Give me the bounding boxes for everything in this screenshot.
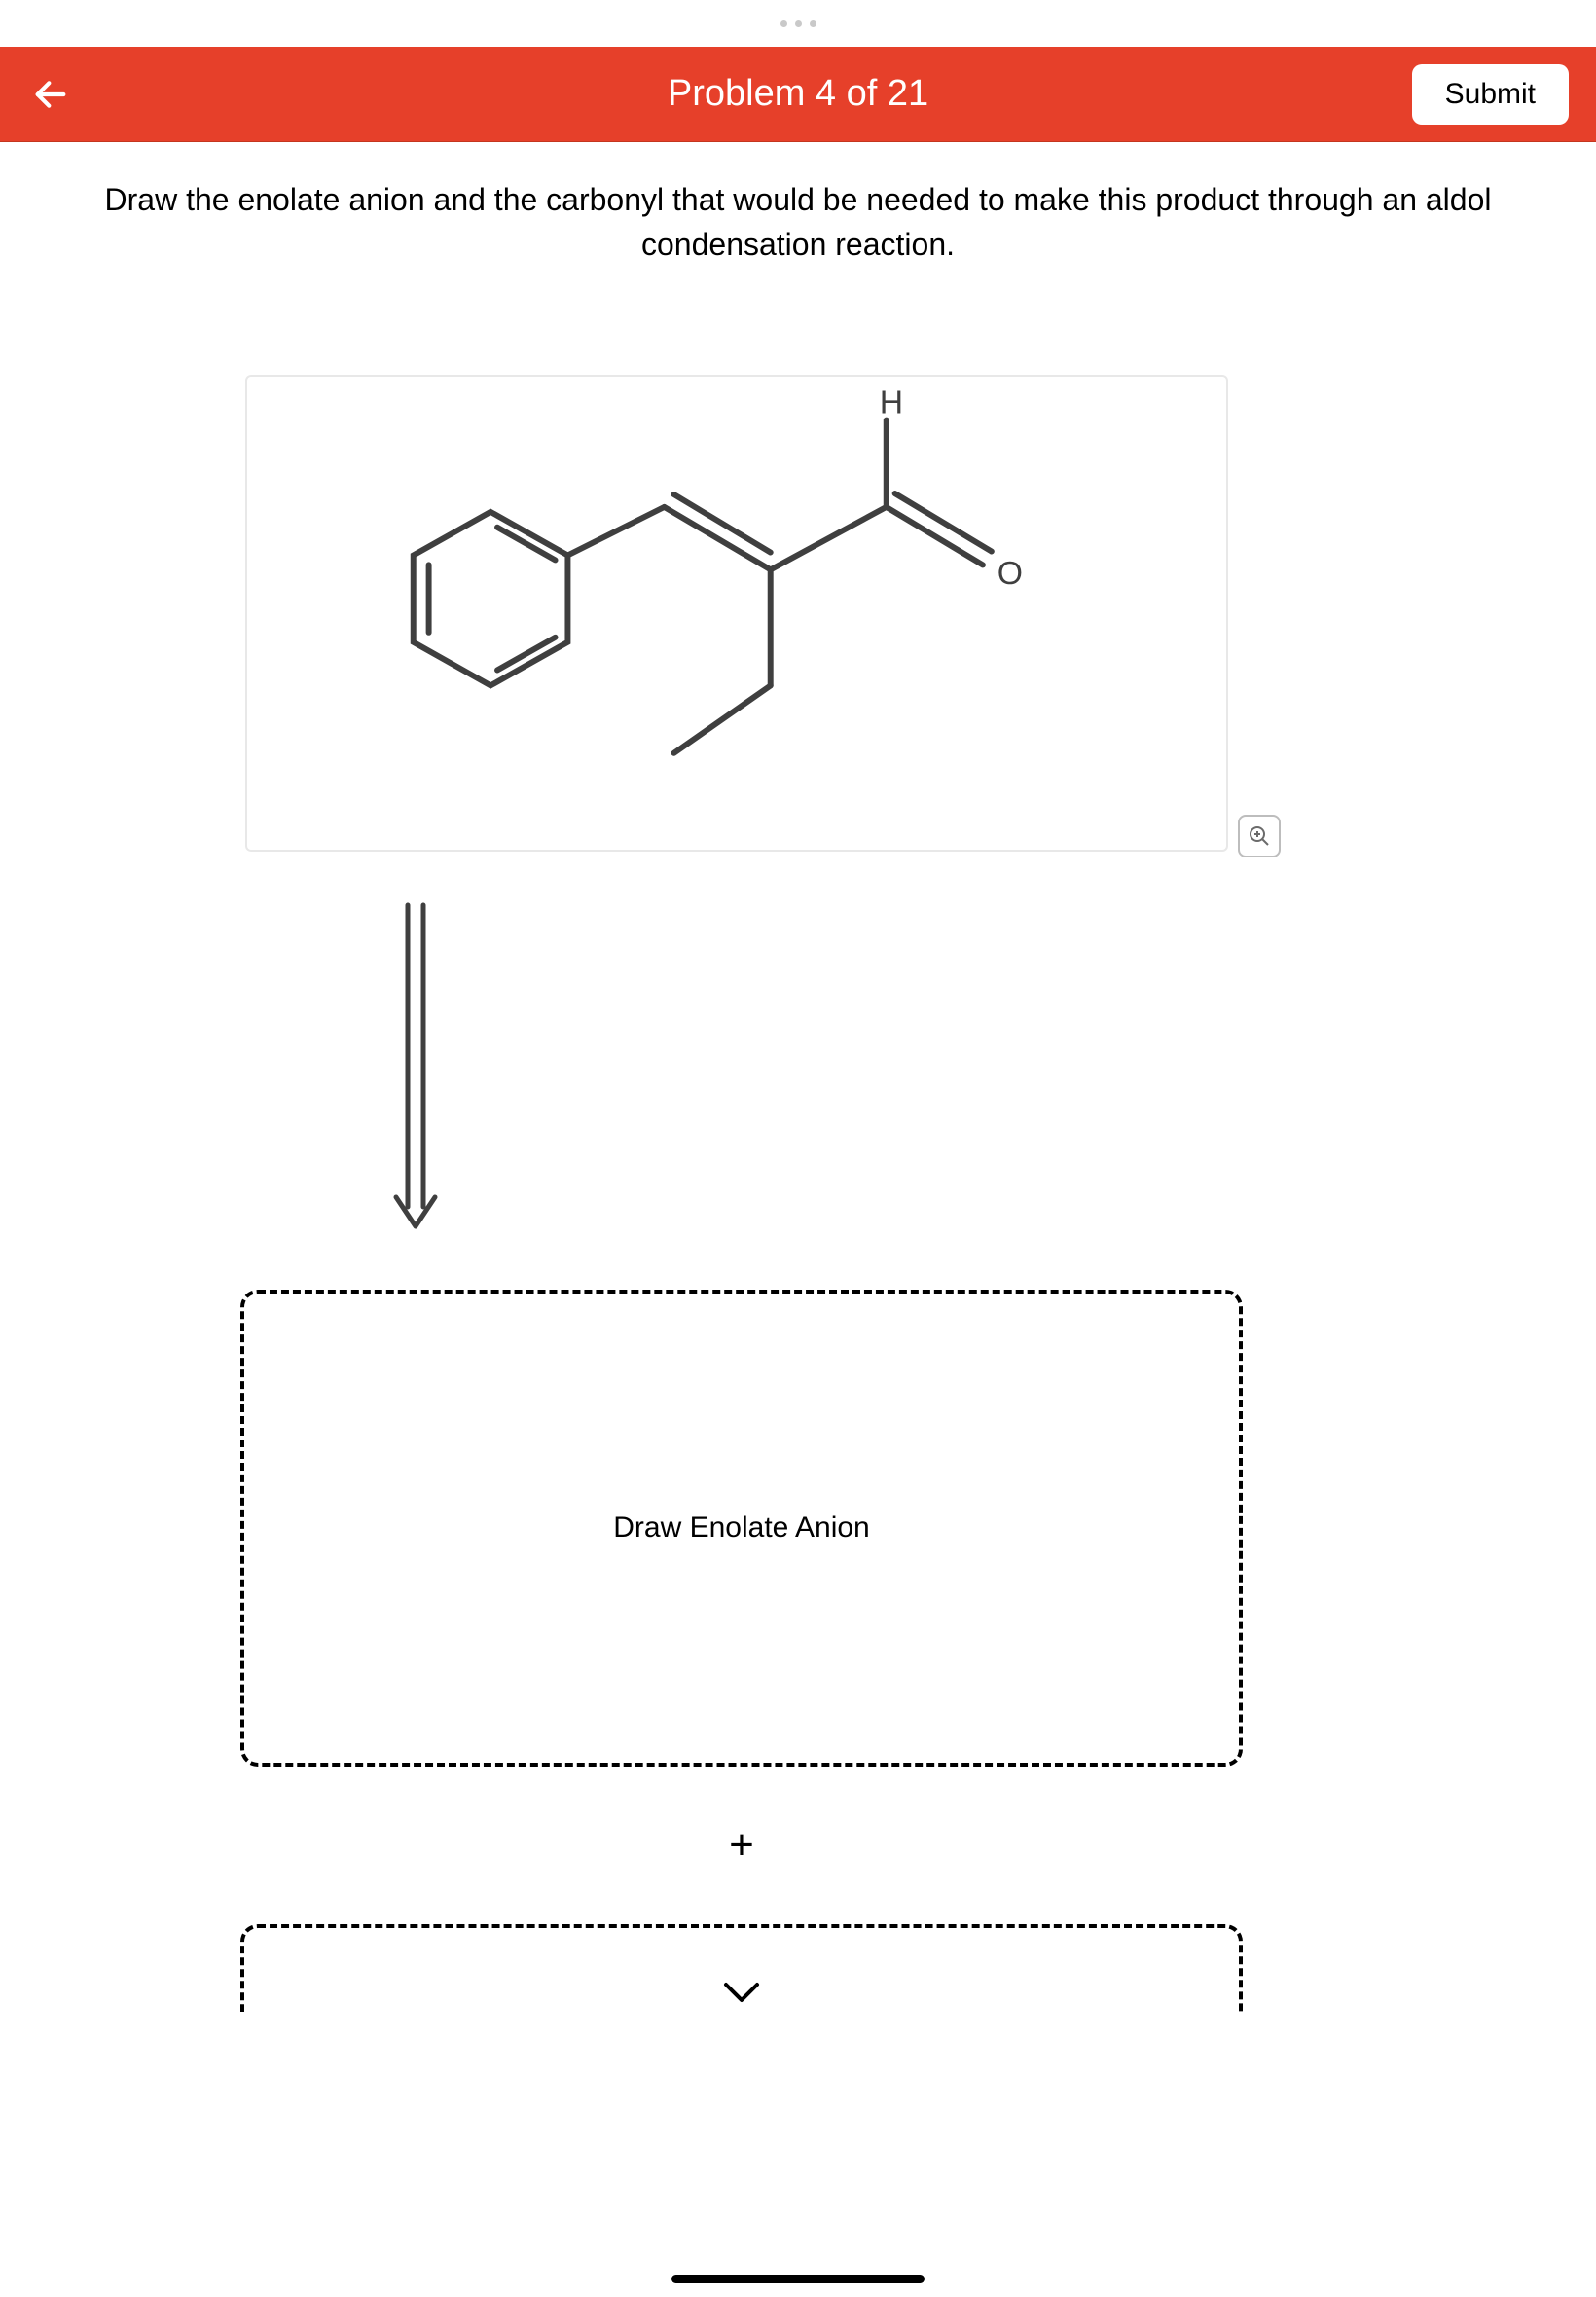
arrow-left-icon [31, 75, 70, 114]
header-bar: Problem 4 of 21 Submit [0, 47, 1596, 142]
draw-carbonyl-box[interactable] [240, 1924, 1243, 2012]
home-indicator[interactable] [671, 2275, 925, 2283]
atom-label-h: H [880, 383, 903, 420]
zoom-button[interactable] [1238, 815, 1281, 857]
content-area: Draw the enolate anion and the carbonyl … [0, 142, 1596, 2297]
back-button[interactable] [27, 71, 74, 118]
retrosynthesis-arrow [386, 900, 1555, 1241]
molecule-structure: H O [247, 377, 1226, 850]
submit-button[interactable]: Submit [1412, 64, 1569, 125]
question-prompt: Draw the enolate anion and the carbonyl … [41, 177, 1555, 268]
chevron-down-icon [720, 1979, 763, 2008]
draw-enolate-label: Draw Enolate Anion [613, 1512, 870, 1545]
product-molecule-card[interactable]: H O [245, 375, 1228, 852]
page-title: Problem 4 of 21 [668, 73, 928, 115]
plus-separator: + [240, 1821, 1243, 1870]
atom-label-o: O [998, 555, 1023, 592]
more-dots-icon [780, 20, 816, 27]
status-bar [0, 0, 1596, 47]
draw-enolate-box[interactable]: Draw Enolate Anion [240, 1290, 1243, 1767]
magnify-plus-icon [1248, 824, 1271, 848]
